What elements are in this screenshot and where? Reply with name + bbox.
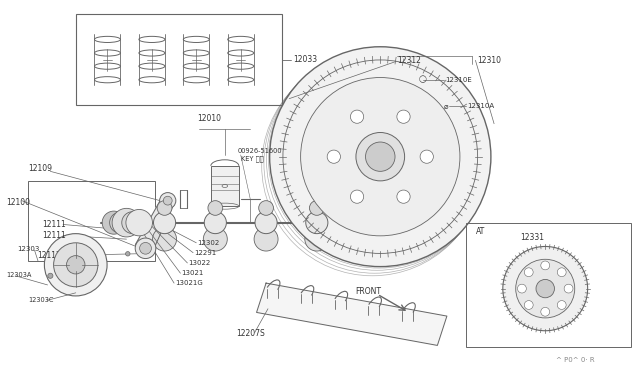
Ellipse shape — [159, 193, 176, 209]
Ellipse shape — [122, 212, 144, 234]
Ellipse shape — [306, 212, 328, 234]
Ellipse shape — [397, 190, 410, 203]
Ellipse shape — [259, 201, 273, 215]
Ellipse shape — [255, 212, 277, 234]
Ellipse shape — [397, 110, 410, 123]
Bar — [211, 166, 239, 206]
Ellipse shape — [503, 247, 588, 331]
Text: KEY キー: KEY キー — [241, 155, 263, 162]
Ellipse shape — [204, 212, 227, 234]
Bar — [76, 14, 282, 105]
Ellipse shape — [351, 110, 364, 123]
Text: AT: AT — [476, 227, 484, 236]
Ellipse shape — [518, 284, 526, 293]
Text: 12109: 12109 — [28, 164, 52, 173]
Ellipse shape — [54, 243, 98, 287]
Text: 12200: 12200 — [330, 182, 353, 191]
Text: 13021: 13021 — [182, 270, 204, 276]
Ellipse shape — [541, 261, 550, 270]
Ellipse shape — [524, 268, 533, 277]
Text: 12112: 12112 — [38, 251, 61, 260]
Text: 12010: 12010 — [197, 114, 221, 123]
Ellipse shape — [310, 201, 324, 215]
Ellipse shape — [557, 301, 566, 310]
Ellipse shape — [365, 142, 395, 171]
Ellipse shape — [102, 211, 125, 234]
Text: 12310A: 12310A — [467, 103, 494, 109]
Bar — [28, 180, 155, 261]
Text: 12303A: 12303A — [6, 272, 31, 278]
Text: 12331: 12331 — [520, 233, 545, 242]
Ellipse shape — [112, 208, 141, 237]
Ellipse shape — [524, 301, 533, 310]
Ellipse shape — [154, 212, 175, 234]
Ellipse shape — [420, 150, 433, 163]
Ellipse shape — [152, 227, 177, 251]
Ellipse shape — [356, 132, 404, 181]
Ellipse shape — [67, 256, 85, 274]
Ellipse shape — [204, 227, 227, 251]
Text: 12111: 12111 — [42, 220, 66, 229]
Ellipse shape — [557, 268, 566, 277]
Polygon shape — [257, 283, 447, 346]
Text: 00926-51600: 00926-51600 — [237, 148, 282, 154]
Ellipse shape — [157, 201, 172, 215]
Text: 12303C: 12303C — [28, 297, 54, 303]
Ellipse shape — [126, 209, 152, 236]
Text: 13021G: 13021G — [175, 280, 203, 286]
Ellipse shape — [44, 234, 107, 296]
Ellipse shape — [564, 284, 573, 293]
Text: 12303: 12303 — [17, 246, 39, 252]
Text: 12312: 12312 — [397, 56, 421, 65]
Ellipse shape — [305, 227, 329, 251]
Ellipse shape — [48, 273, 53, 278]
Polygon shape — [136, 201, 175, 245]
Ellipse shape — [301, 77, 460, 236]
Bar — [466, 223, 631, 347]
Ellipse shape — [327, 150, 340, 163]
Ellipse shape — [140, 243, 152, 254]
Ellipse shape — [541, 307, 550, 316]
Ellipse shape — [109, 212, 131, 233]
Text: ◯: ◯ — [419, 76, 426, 83]
Text: ⌀: ⌀ — [444, 102, 449, 111]
Text: 12207S: 12207S — [236, 329, 265, 338]
Ellipse shape — [125, 251, 130, 256]
Text: 12302: 12302 — [198, 240, 220, 246]
Text: ^ P0^ 0· R: ^ P0^ 0· R — [556, 357, 595, 363]
Text: 12111: 12111 — [42, 231, 66, 240]
Ellipse shape — [516, 259, 575, 318]
Ellipse shape — [163, 196, 172, 205]
Ellipse shape — [536, 279, 554, 298]
Text: 12310: 12310 — [477, 56, 501, 65]
Text: 12100: 12100 — [6, 198, 30, 207]
Ellipse shape — [351, 190, 364, 203]
Text: FRONT: FRONT — [355, 287, 381, 296]
Text: 12033: 12033 — [292, 55, 317, 64]
Text: 12310E: 12310E — [445, 77, 472, 83]
Text: 12291: 12291 — [195, 250, 216, 256]
Ellipse shape — [269, 47, 491, 267]
Text: 13022: 13022 — [189, 260, 211, 266]
Ellipse shape — [135, 238, 156, 259]
Ellipse shape — [208, 201, 223, 215]
Ellipse shape — [254, 227, 278, 251]
